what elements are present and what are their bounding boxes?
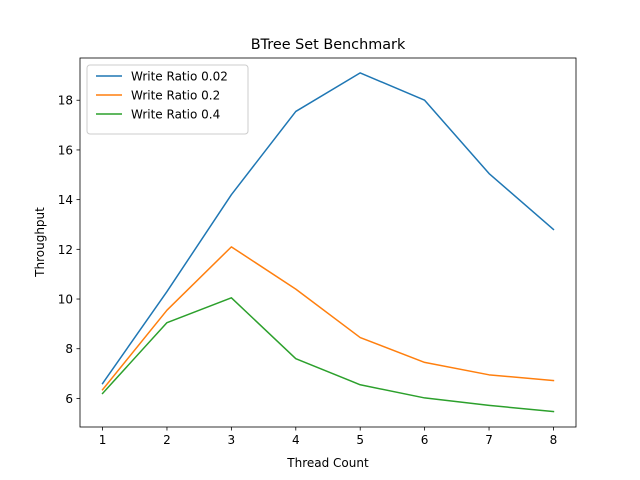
y-axis-label: Throughput <box>33 207 47 278</box>
legend-box <box>86 64 249 135</box>
y-tick-label: 6 <box>65 392 73 406</box>
y-tick-label: 10 <box>58 293 73 307</box>
axes-frame <box>79 57 577 428</box>
legend-label-2: Write Ratio 0.2 <box>131 89 220 103</box>
x-tick-label: 6 <box>421 433 429 447</box>
y-tick-label: 16 <box>58 143 73 157</box>
y-tick-label: 14 <box>58 193 73 207</box>
x-tick-label: 4 <box>292 433 300 447</box>
x-tick-label: 5 <box>356 433 364 447</box>
legend: Write Ratio 0.02 Write Ratio 0.2 Write Rat… <box>86 64 249 135</box>
plot-area <box>101 72 555 413</box>
chart-title: BTree Set Benchmark <box>251 37 406 53</box>
x-tick-label: 7 <box>485 433 493 447</box>
x-tick-label: 2 <box>163 433 171 447</box>
legend-label-3: Write Ratio 0.4 <box>131 108 220 122</box>
legend-label-1: Write Ratio 0.02 <box>131 70 228 84</box>
series-line-1 <box>101 72 555 385</box>
y-tick-label: 8 <box>65 342 73 356</box>
series-line-2 <box>101 246 555 391</box>
x-tick-label: 8 <box>550 433 558 447</box>
x-axis-label: Thread Count <box>286 456 369 470</box>
series-line-3 <box>101 297 555 413</box>
y-tick-label: 12 <box>58 243 73 257</box>
x-tick-label: 1 <box>99 433 107 447</box>
y-tick-label: 18 <box>58 94 73 108</box>
x-tick-label: 3 <box>228 433 236 447</box>
